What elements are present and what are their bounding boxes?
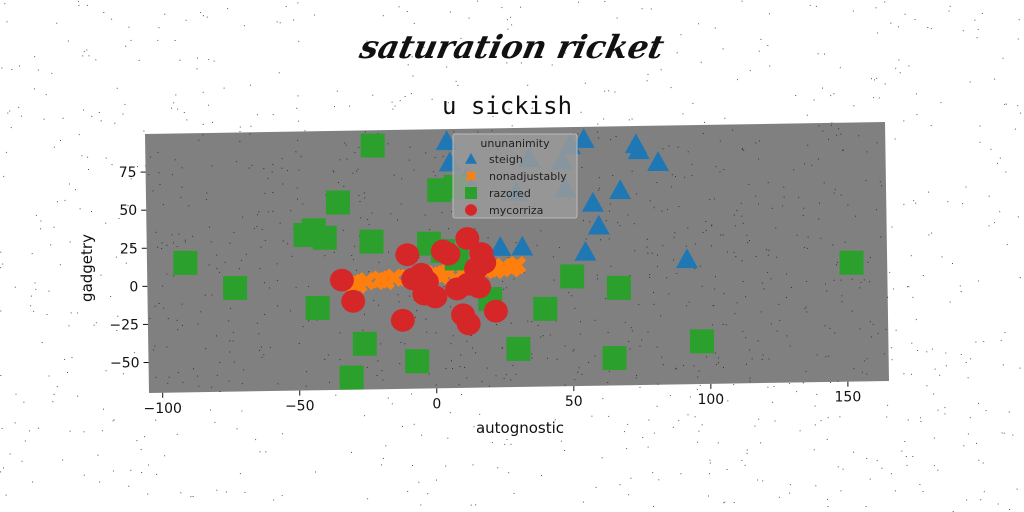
chart-title: u sickish	[442, 92, 572, 120]
steigh-point	[675, 248, 698, 269]
steigh-point	[587, 214, 610, 235]
razored-point	[312, 225, 337, 250]
legend-marker-nonadjustably	[465, 170, 477, 182]
x-tick-label: 50	[565, 394, 583, 410]
razored-point	[352, 331, 377, 356]
x-tick-label: 0	[432, 396, 441, 412]
steigh-point	[572, 128, 595, 148]
razored-point	[560, 264, 585, 289]
y-tick-label: 75	[119, 165, 137, 181]
legend-label-nonadjustably: nonadjustably	[489, 170, 567, 183]
mycorriza-point	[414, 270, 439, 294]
mycorriza-point	[436, 242, 461, 266]
razored-point	[223, 275, 248, 300]
razored-point	[689, 329, 714, 354]
mycorriza-point	[341, 289, 366, 313]
y-axis-label: gadgetry	[78, 234, 96, 302]
steigh-point	[489, 236, 512, 256]
steigh-point	[574, 240, 597, 261]
razored-point	[839, 250, 864, 275]
legend-label-razored: razored	[489, 187, 531, 200]
razored-point	[533, 296, 558, 321]
legend-marker-razored	[465, 187, 477, 199]
legend-box	[452, 133, 578, 219]
x-tick-label: −50	[285, 399, 315, 415]
razored-point	[606, 275, 631, 300]
razored-point	[359, 229, 384, 254]
steigh-point	[435, 130, 458, 151]
legend-label-mycorriza: mycorriza	[489, 204, 543, 217]
mycorriza-point	[483, 299, 508, 323]
legend-label-steigh: steigh	[489, 153, 523, 166]
series-razored	[173, 133, 864, 390]
y-axis: −50 −25 0 25 50 75	[109, 165, 149, 372]
steigh-point	[647, 151, 670, 172]
razored-point	[305, 295, 330, 320]
steigh-point	[609, 179, 632, 200]
plot-area	[145, 122, 889, 393]
legend-title: ununanimity	[480, 137, 550, 150]
razored-point	[325, 190, 350, 215]
x-axis-label: autognostic	[476, 419, 564, 437]
nonadjustably-point	[376, 271, 396, 291]
y-tick-label: 50	[119, 203, 137, 219]
mycorriza-point	[445, 277, 470, 301]
razored-point	[405, 349, 430, 374]
y-tick-label: −50	[110, 356, 140, 372]
steigh-point	[511, 235, 534, 256]
razored-point	[506, 336, 531, 361]
mycorriza-point	[390, 308, 415, 332]
mycorriza-point	[467, 275, 492, 299]
legend-marker-steigh	[465, 153, 477, 164]
data-points	[173, 128, 864, 390]
y-tick-label: 25	[120, 241, 138, 257]
legend-entries: steigh nonadjustably razored mycorriza	[465, 153, 567, 217]
mycorriza-point	[455, 227, 480, 250]
x-axis: −100 −50 0 50 100 150	[143, 381, 862, 417]
steigh-point	[624, 133, 647, 154]
series-mycorriza	[329, 227, 508, 336]
legend: ununanimity steigh nonadjustably razored my…	[452, 133, 578, 219]
nonadjustably-point	[502, 259, 521, 278]
x-tick-label: −100	[143, 401, 181, 417]
steigh-point	[581, 191, 604, 212]
x-tick-label: 150	[835, 390, 862, 406]
razored-point	[173, 250, 198, 275]
mycorriza-point	[329, 268, 354, 292]
razored-point	[339, 365, 364, 390]
y-tick-label: 0	[129, 279, 138, 295]
razored-point	[360, 133, 385, 158]
mycorriza-point	[456, 312, 481, 336]
x-tick-label: 100	[697, 392, 724, 408]
y-tick-label: −25	[109, 317, 139, 333]
razored-point	[602, 346, 627, 371]
mycorriza-point	[395, 243, 420, 267]
legend-marker-mycorriza	[465, 204, 477, 216]
